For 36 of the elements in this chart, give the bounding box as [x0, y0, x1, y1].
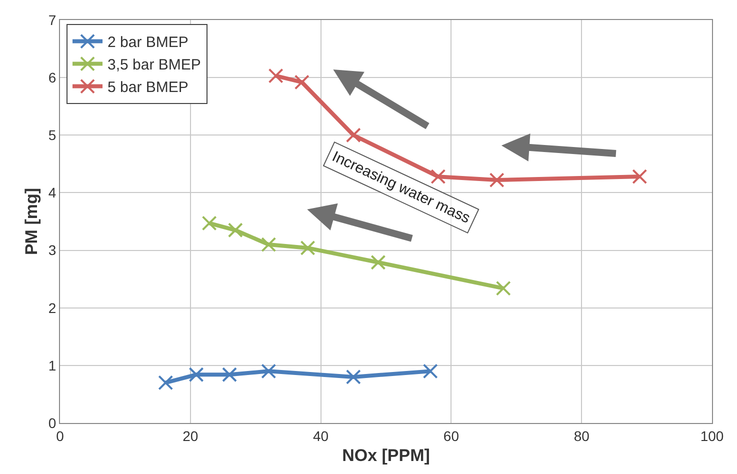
x-axis-title: NOx [PPM]	[342, 446, 430, 466]
point	[188, 367, 204, 382]
y-tick-label: 7	[48, 12, 56, 28]
point	[222, 367, 238, 382]
y-tick-label: 5	[48, 127, 56, 144]
x-tick-label: 60	[443, 428, 460, 444]
y-tick-label: 1	[48, 357, 56, 374]
point	[294, 74, 310, 90]
point	[261, 237, 276, 252]
point	[228, 222, 243, 238]
point	[346, 128, 361, 143]
x-tick-label: 40	[313, 428, 329, 444]
point	[300, 240, 316, 256]
point	[430, 169, 446, 184]
point	[496, 280, 511, 296]
y-tick-label: 3	[48, 242, 56, 258]
legend-label: 3,5 bar BMEP	[108, 56, 201, 74]
y-tick-label: 6	[48, 69, 56, 86]
x-tick-label: 80	[574, 428, 590, 444]
point	[489, 172, 504, 188]
point	[370, 254, 386, 270]
legend-label: 2 bar BMEP	[108, 34, 188, 52]
point	[202, 216, 217, 231]
point	[158, 375, 174, 390]
y-tick-label: 0	[48, 414, 56, 431]
x-tick-label: 100	[700, 428, 724, 444]
point	[261, 364, 276, 379]
point	[268, 68, 284, 84]
point	[632, 169, 648, 184]
y-tick-label: 4	[48, 184, 56, 201]
point	[422, 364, 438, 379]
legend-label: 5 bar BMEP	[108, 79, 188, 96]
x-tick-label: 20	[182, 428, 198, 444]
y-axis-title: PM [mg]	[22, 188, 41, 256]
y-tick-label: 2	[48, 300, 56, 316]
point	[346, 369, 361, 384]
